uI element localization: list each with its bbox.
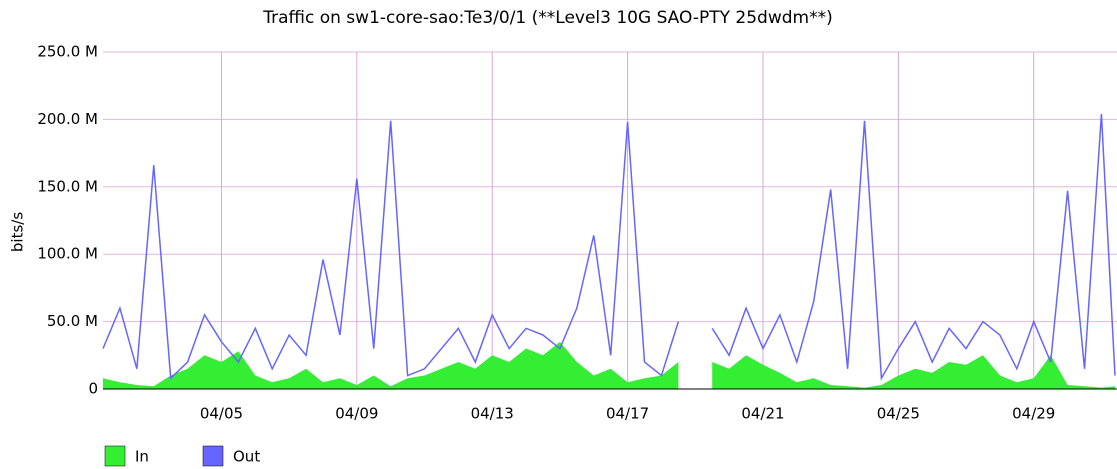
area [103,341,679,389]
x-tick-label: 04/21 [741,405,784,423]
legend-label: In [135,448,149,466]
area [712,355,1115,389]
line [711,113,1116,381]
x-tick-label: 04/25 [877,405,920,423]
y-tick-label: 250.0 M [37,43,98,61]
y-tick-label: 150.0 M [37,177,98,195]
x-tick-label: 04/17 [606,405,649,423]
y-tick-label: 200.0 M [37,110,98,128]
line [102,120,680,380]
chart-title: Traffic on sw1-core-sao:Te3/0/1 (**Level… [262,8,832,28]
y-tick-label: 50.0 M [47,312,98,330]
legend-label: Out [233,448,260,466]
y-tick-label: 100.0 M [37,245,98,263]
x-tick-label: 04/29 [1012,405,1055,423]
y-tick-label: 0 [88,380,98,398]
legend-swatch [202,445,224,467]
x-tick-label: 04/05 [200,405,243,423]
x-tick-label: 04/09 [335,405,378,423]
y-axis-label: bits/s [9,212,27,252]
legend-swatch [104,445,126,467]
x-tick-label: 04/13 [471,405,514,423]
